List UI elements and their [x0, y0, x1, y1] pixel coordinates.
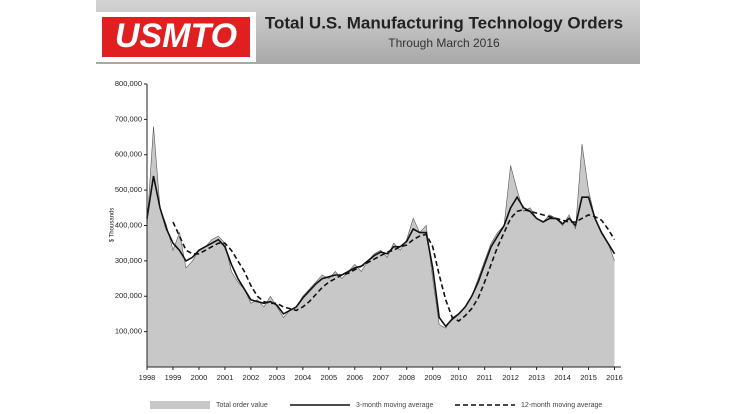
y-tick-label: 800,000 — [115, 79, 142, 88]
x-tick-label: 2003 — [269, 373, 286, 382]
area — [147, 126, 615, 367]
y-tick-label: 500,000 — [115, 185, 142, 194]
x-tick-label: 2011 — [477, 373, 493, 382]
y-tick-label: 200,000 — [115, 291, 142, 300]
x-tick-label: 2000 — [191, 373, 208, 382]
legend-label: Total order value — [216, 402, 268, 409]
y-tick-label: 100,000 — [115, 327, 142, 336]
logo: USMTO — [115, 17, 237, 55]
x-tick-label: 2002 — [243, 373, 260, 382]
x-tick-label: 2007 — [372, 373, 389, 382]
y-axis-label: $ Thousands — [110, 208, 116, 243]
x-tick-label: 2013 — [528, 373, 545, 382]
legend-swatch — [150, 401, 210, 409]
x-tick-label: 2004 — [294, 373, 311, 382]
line — [146, 175, 616, 328]
x-tick-label: 2012 — [502, 373, 519, 382]
chart-subtitle: Through March 2016 — [388, 36, 500, 50]
x-tick-label: 2005 — [320, 373, 337, 382]
x-tick-label: 2015 — [580, 373, 597, 382]
y-tick-label: 700,000 — [115, 114, 142, 123]
x-tick-label: 2016 — [606, 373, 623, 382]
x-tick-label: 1999 — [165, 373, 182, 382]
x-tick-label: 2010 — [450, 373, 467, 382]
legend-label: 3-month moving average — [356, 402, 434, 409]
x-tick-label: 2014 — [554, 373, 571, 382]
chart-title: Total U.S. Manufacturing Technology Orde… — [265, 13, 623, 32]
legend-label: 12-month moving average — [521, 402, 602, 409]
logo-box — [102, 17, 250, 57]
x-tick-label: 1998 — [139, 373, 156, 382]
x-tick-label: 2006 — [346, 373, 363, 382]
y-tick-label: 600,000 — [115, 150, 142, 159]
x-tick-label: 2008 — [398, 373, 415, 382]
line — [172, 208, 616, 322]
x-tick-label: 2009 — [424, 373, 441, 382]
x-tick-label: 2001 — [217, 373, 234, 382]
y-tick-label: 300,000 — [115, 256, 142, 265]
y-tick-label: 400,000 — [115, 220, 142, 229]
